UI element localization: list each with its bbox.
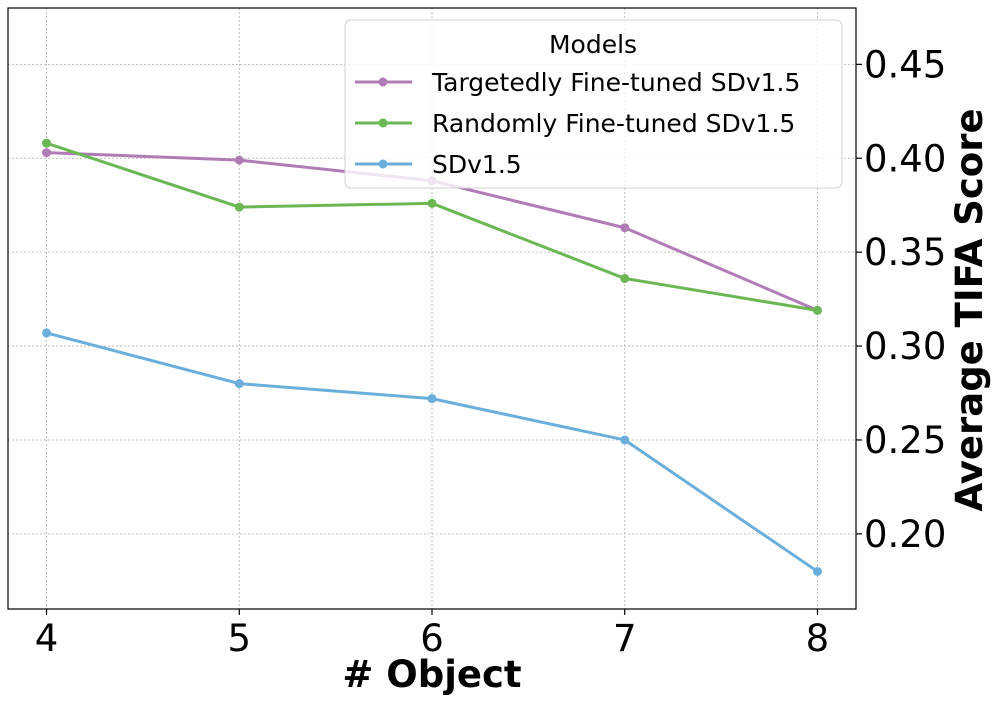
legend-marker <box>378 77 388 87</box>
series-1 <box>42 138 822 315</box>
y-tick-label: 0.45 <box>864 43 946 86</box>
series-2 <box>42 328 822 576</box>
data-point <box>427 198 437 208</box>
y-axis-label: Average TIFA Score <box>948 108 991 511</box>
legend-title: Models <box>549 30 637 59</box>
data-point <box>427 394 437 404</box>
legend-label: Randomly Fine-tuned SDv1.5 <box>432 109 795 138</box>
legend-box <box>344 19 843 189</box>
legend: Models Targetedly Fine-tuned SDv1.5 Rando… <box>344 19 843 189</box>
y-tick-label: 0.40 <box>864 137 946 180</box>
legend-marker <box>378 159 388 169</box>
x-tick-label: 6 <box>420 617 444 660</box>
data-point <box>234 155 244 165</box>
x-tick-label: 4 <box>35 617 59 660</box>
data-point <box>812 566 822 576</box>
y-tick-label: 0.30 <box>864 325 946 368</box>
x-tick-label: 5 <box>227 617 251 660</box>
data-point <box>620 435 630 445</box>
data-point <box>42 138 52 148</box>
y-tick-label: 0.20 <box>864 513 946 556</box>
data-point <box>42 148 52 158</box>
data-point <box>42 328 52 338</box>
data-point <box>620 223 630 233</box>
y-tick-label: 0.25 <box>864 419 946 462</box>
data-point <box>234 202 244 212</box>
legend-label: SDv1.5 <box>432 150 522 179</box>
x-axis-label: # Object <box>342 653 521 696</box>
y-tick-label: 0.35 <box>864 231 946 274</box>
data-point <box>620 273 630 283</box>
axes: 4 5 6 7 8 0.20 0.25 0.30 0.35 0.40 0.45 <box>35 43 947 660</box>
x-tick-label: 8 <box>806 617 830 660</box>
data-point <box>234 379 244 389</box>
x-tick-label: 7 <box>613 617 637 660</box>
legend-label: Targetedly Fine-tuned SDv1.5 <box>431 68 800 97</box>
data-point <box>812 305 822 315</box>
legend-marker <box>378 118 388 128</box>
